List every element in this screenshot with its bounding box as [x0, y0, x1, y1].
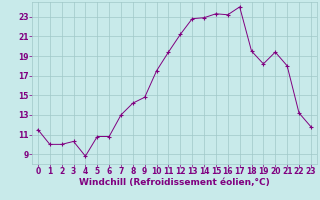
X-axis label: Windchill (Refroidissement éolien,°C): Windchill (Refroidissement éolien,°C)	[79, 178, 270, 187]
